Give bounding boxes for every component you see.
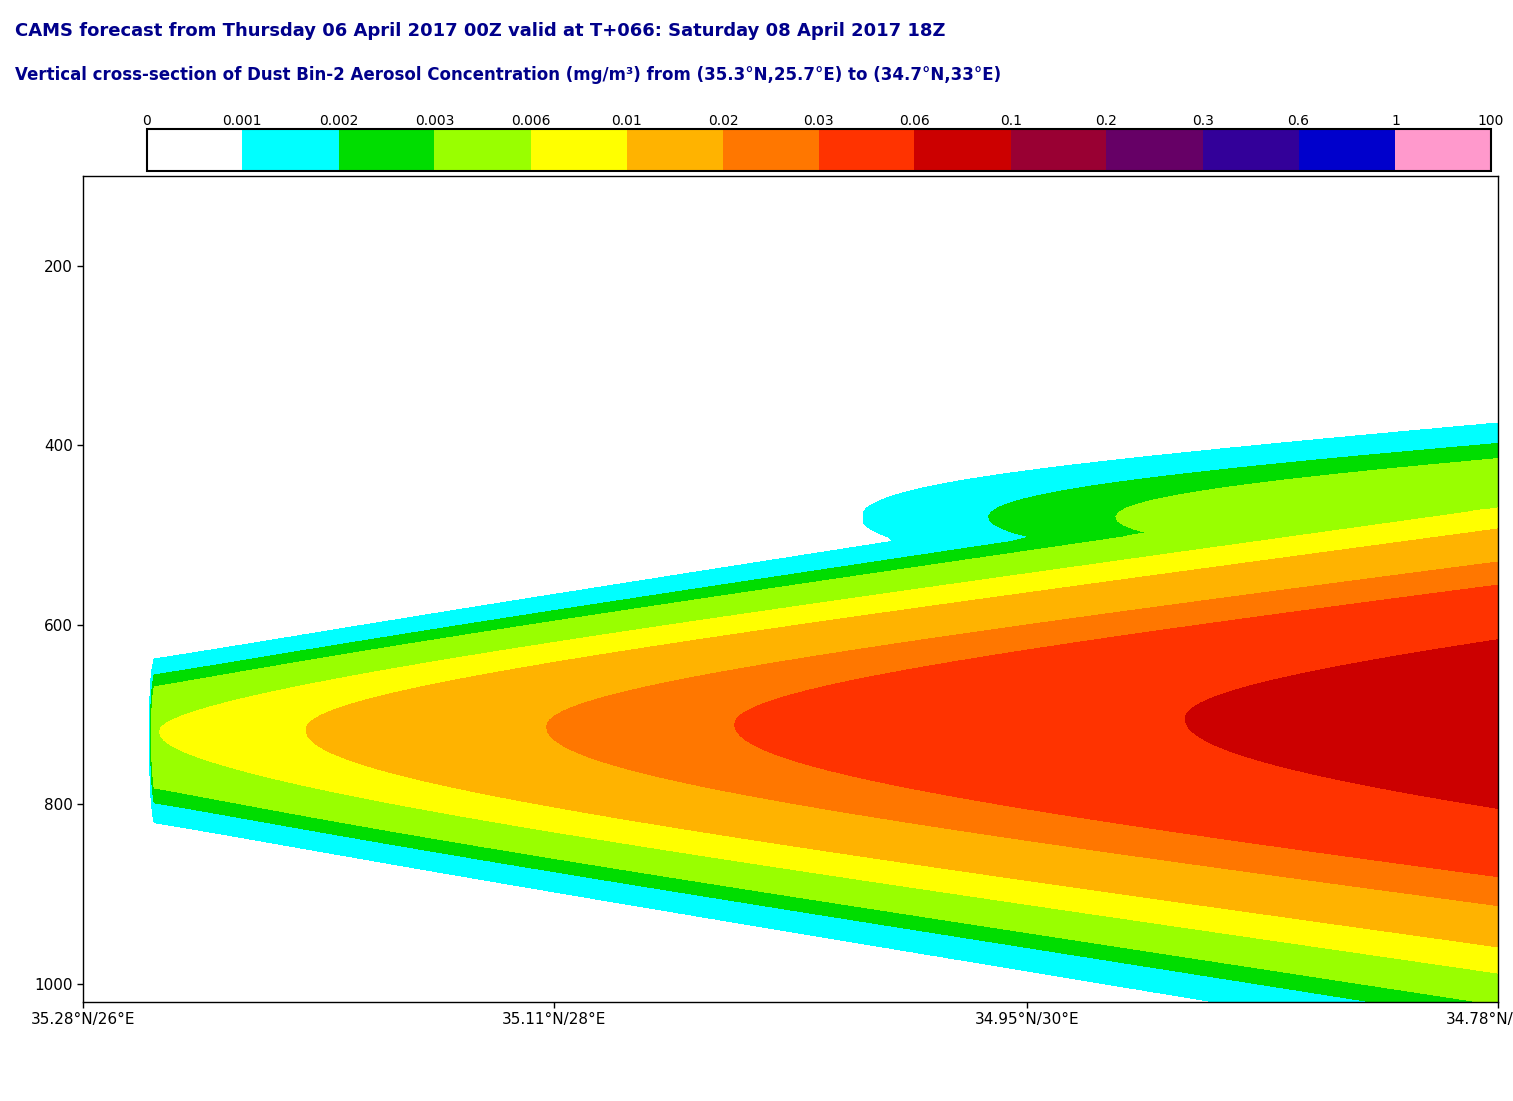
- Text: CAMS forecast from Thursday 06 April 2017 00Z valid at T+066: Saturday 08 April : CAMS forecast from Thursday 06 April 201…: [15, 22, 946, 40]
- Bar: [147, 130, 1490, 171]
- Bar: [1011, 130, 1106, 171]
- Bar: [723, 130, 819, 171]
- Text: 0.6: 0.6: [1288, 115, 1310, 128]
- Bar: [1395, 130, 1490, 171]
- Bar: [819, 130, 914, 171]
- Text: 0.02: 0.02: [708, 115, 738, 128]
- Text: 0.003: 0.003: [415, 115, 454, 128]
- Text: 0.06: 0.06: [899, 115, 929, 128]
- Bar: [1203, 130, 1298, 171]
- Text: 0.01: 0.01: [611, 115, 642, 128]
- Text: 1: 1: [1390, 115, 1400, 128]
- Text: 0.03: 0.03: [803, 115, 834, 128]
- Text: 0.006: 0.006: [511, 115, 551, 128]
- Bar: [914, 130, 1011, 171]
- Bar: [147, 130, 242, 171]
- Text: 100: 100: [1478, 115, 1504, 128]
- Text: 0.3: 0.3: [1192, 115, 1213, 128]
- Text: 0.2: 0.2: [1095, 115, 1118, 128]
- Bar: [242, 130, 339, 171]
- Text: 0.001: 0.001: [222, 115, 262, 128]
- Bar: [626, 130, 723, 171]
- Bar: [339, 130, 434, 171]
- Bar: [531, 130, 626, 171]
- Text: 0: 0: [142, 115, 151, 128]
- Text: Vertical cross-section of Dust Bin-2 Aerosol Concentration (mg/m³) from (35.3°N,: Vertical cross-section of Dust Bin-2 Aer…: [15, 66, 1002, 84]
- Bar: [1298, 130, 1395, 171]
- Text: 0.1: 0.1: [1000, 115, 1021, 128]
- Bar: [434, 130, 531, 171]
- Text: 0.002: 0.002: [319, 115, 359, 128]
- Bar: [1106, 130, 1203, 171]
